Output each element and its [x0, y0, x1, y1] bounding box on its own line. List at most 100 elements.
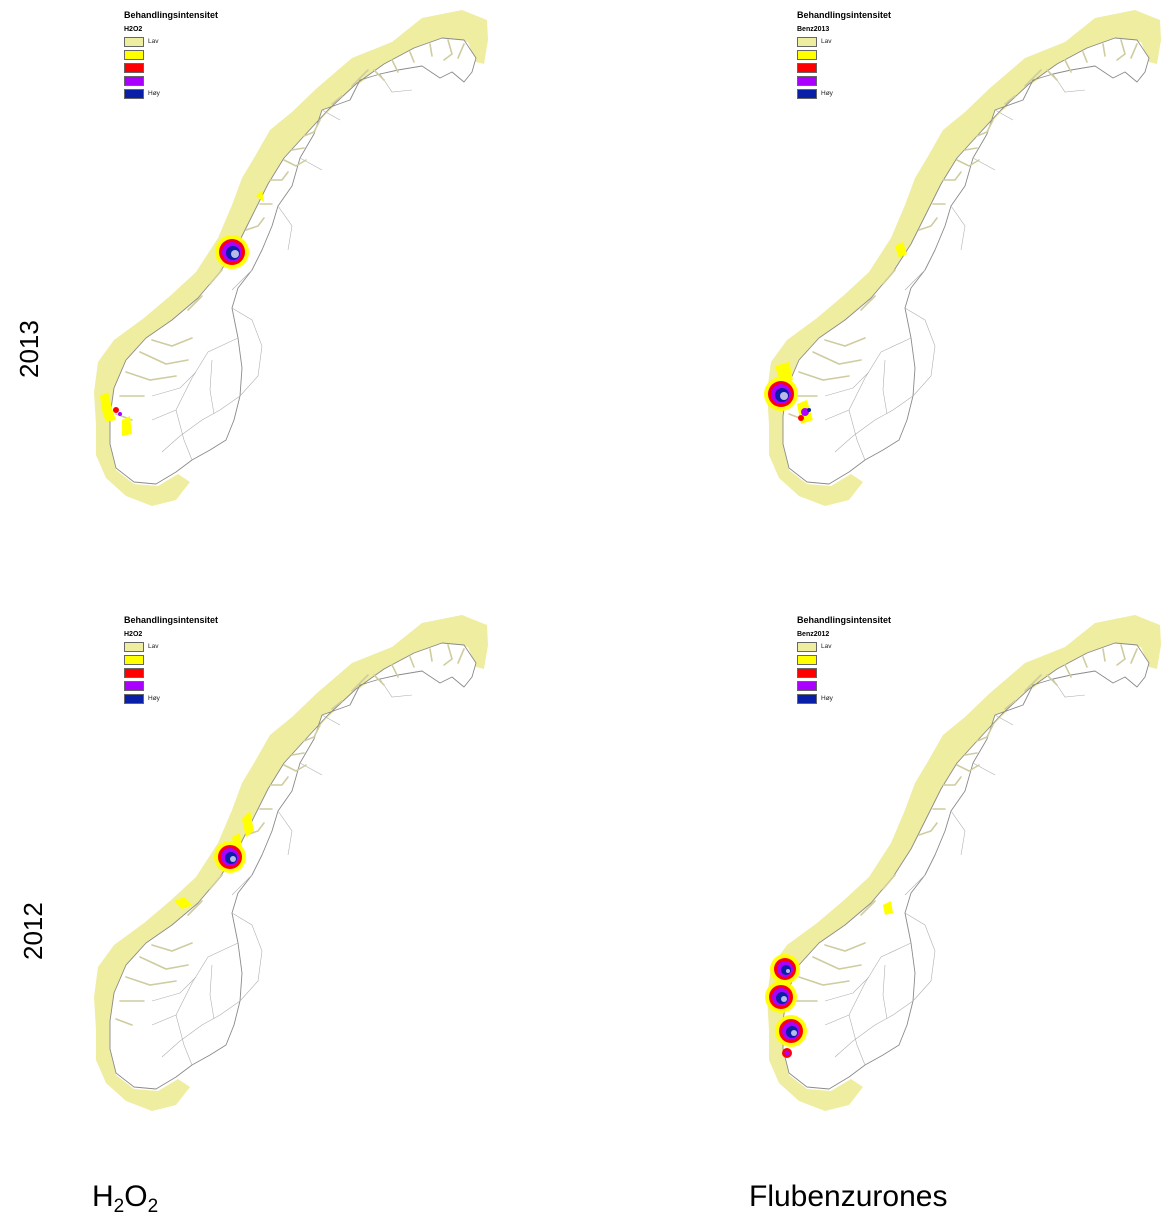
county-border	[904, 912, 936, 1002]
legend-row	[797, 666, 891, 679]
county-border	[882, 964, 888, 1020]
fjord	[956, 764, 980, 772]
county-border	[231, 269, 253, 291]
fjord	[209, 874, 223, 890]
fjord	[373, 674, 385, 686]
hotspot-core	[231, 250, 239, 258]
legend-label: Lav	[148, 643, 159, 650]
fjord	[1064, 664, 1072, 678]
map-panel-benz-2012: Behandlingsintensitet Benz2012 Lav Høy	[765, 605, 1169, 1125]
hotspot-high	[784, 1050, 790, 1056]
county-borders	[824, 678, 1086, 1066]
county-border	[231, 307, 263, 397]
county-border	[175, 409, 193, 461]
fjord	[942, 171, 962, 181]
legend-row: Lav	[124, 35, 218, 48]
fjord	[1130, 648, 1138, 664]
county-border	[972, 762, 996, 776]
legend-row	[124, 653, 218, 666]
hotspot-core	[780, 392, 788, 400]
county-border	[950, 205, 966, 251]
county-border	[848, 409, 866, 461]
county-border	[151, 337, 239, 421]
row-label-2013: 2013	[14, 320, 44, 378]
fjord	[139, 956, 189, 970]
intensity-zone	[174, 897, 192, 909]
legend-label: Høy	[821, 90, 833, 97]
county-border	[321, 109, 341, 121]
fjord	[457, 648, 465, 664]
map-panel-h2o2-2013: Behandlingsintensitet H2O2 Lav Høy	[92, 0, 512, 520]
legend-swatch	[124, 693, 144, 704]
county-borders	[824, 73, 1086, 461]
legend-label: Lav	[821, 643, 832, 650]
legend-swatch	[124, 680, 144, 691]
county-border	[904, 269, 926, 291]
intensity-zone	[100, 392, 116, 422]
legend-label: Høy	[148, 90, 160, 97]
legend-label: Høy	[148, 695, 160, 702]
legend-label: Høy	[821, 695, 833, 702]
norway-map	[764, 10, 1161, 506]
legend-swatch	[797, 49, 817, 60]
legend-swatch	[124, 88, 144, 99]
legend-row	[797, 74, 891, 87]
fjord	[1082, 51, 1088, 63]
county-border	[151, 942, 239, 1026]
fjord	[1004, 700, 1016, 710]
legend-swatch	[124, 49, 144, 60]
hotspot-core	[781, 996, 787, 1002]
fjord	[1046, 69, 1058, 81]
fjord	[291, 147, 305, 151]
fjord	[956, 159, 980, 167]
legend-row	[797, 48, 891, 61]
county-border	[824, 337, 912, 421]
column-label-flubenzurones: Flubenzurones	[749, 1180, 948, 1213]
map-legend: Behandlingsintensitet Benz2013 Lav Høy	[797, 10, 891, 100]
column-label-h2o2: H2O2	[92, 1180, 159, 1217]
county-borders	[151, 73, 413, 461]
county-border	[904, 874, 926, 896]
hotspot-mid	[798, 415, 804, 421]
legend-row: Lav	[797, 640, 891, 653]
fjord	[331, 95, 343, 105]
fjord	[942, 776, 962, 786]
legend-label: Lav	[148, 38, 159, 45]
legend-title: Behandlingsintensitet	[124, 615, 219, 625]
fjord	[303, 119, 321, 137]
county-border	[1052, 678, 1086, 698]
county-border	[277, 810, 293, 856]
fjord	[824, 942, 866, 952]
legend-field: Benz2012	[797, 631, 830, 638]
treatment-hotspots	[765, 901, 893, 1058]
county-border	[994, 109, 1014, 121]
legend-row: Høy	[797, 692, 891, 705]
legend-swatch	[124, 667, 144, 678]
county-border	[151, 371, 197, 397]
land-outline	[109, 642, 477, 1090]
fjord	[918, 217, 938, 231]
fjord	[812, 956, 862, 970]
fjord	[457, 43, 465, 59]
fjord	[391, 59, 399, 73]
legend-swatch	[797, 667, 817, 678]
map-panel-h2o2-2012: Behandlingsintensitet H2O2 Lav Høy	[92, 605, 512, 1125]
fjord	[976, 724, 994, 742]
map-legend: Behandlingsintensitet Benz2012 Lav Høy	[797, 615, 891, 705]
county-border	[834, 395, 914, 453]
legend-row	[124, 48, 218, 61]
fjord	[429, 648, 433, 662]
fjord	[443, 644, 453, 666]
fjord	[331, 700, 343, 710]
fjord	[1116, 39, 1126, 61]
fjord	[1130, 43, 1138, 59]
hotspot-core	[786, 969, 790, 973]
county-border	[299, 157, 323, 171]
map-legend: Behandlingsintensitet H2O2 Lav Høy	[124, 615, 218, 705]
fjord	[1004, 95, 1016, 105]
legend-field: H2O2	[124, 631, 143, 638]
legend-row	[797, 653, 891, 666]
map-panel-benz-2013: Behandlingsintensitet Benz2013 Lav Høy	[764, 0, 1169, 520]
fjord	[976, 119, 994, 137]
county-border	[379, 73, 413, 93]
